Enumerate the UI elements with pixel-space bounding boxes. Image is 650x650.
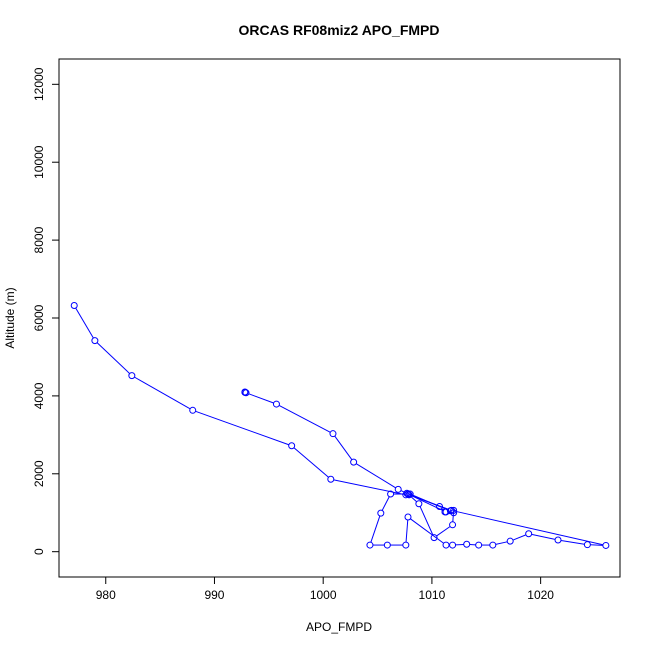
series-segment (370, 515, 381, 543)
series-segment (411, 495, 449, 510)
series-segment (436, 526, 451, 537)
data-point (415, 500, 423, 508)
series-segment (512, 534, 527, 541)
data-point (350, 458, 358, 466)
series-segment (452, 513, 454, 522)
y-tick-label: 8000 (32, 226, 46, 253)
series-segment (419, 506, 434, 536)
series-segment (454, 510, 604, 546)
y-tick-label: 2000 (32, 460, 46, 487)
data-point (329, 430, 337, 438)
series-segment (278, 405, 331, 433)
data-point (189, 406, 197, 414)
series-segment (195, 410, 290, 446)
data-point (450, 506, 458, 514)
y-axis-label: Altitude (m) (3, 287, 17, 348)
plot-frame (58, 58, 621, 578)
data-point (449, 541, 457, 549)
data-point (91, 337, 99, 345)
series-segment (400, 490, 405, 493)
y-tick-label: 12000 (32, 67, 46, 101)
series-segment (410, 518, 444, 544)
data-point (602, 541, 610, 549)
data-point (272, 400, 280, 408)
data-point (463, 540, 471, 548)
series-segment (410, 494, 444, 512)
x-tick-label: 1010 (419, 588, 446, 602)
x-axis: 980 990 1000 1010 1020 (96, 576, 554, 602)
data-point (288, 442, 296, 450)
data-point (450, 509, 458, 517)
data-point (449, 521, 457, 529)
y-tick-label: 10000 (32, 145, 46, 179)
data-point (475, 541, 483, 549)
series-segment (134, 376, 191, 410)
series-segment (381, 496, 390, 511)
data-point (583, 541, 591, 549)
data-point (327, 475, 335, 483)
series-segment (531, 533, 556, 540)
chart-title: ORCAS RF08miz2 APO_FMPD (239, 22, 440, 38)
series-segment (405, 519, 409, 543)
x-axis-label: APO_FMPD (306, 620, 372, 634)
x-tick-label: 1000 (310, 588, 337, 602)
data-point (430, 534, 438, 542)
data-point (525, 530, 533, 538)
data-point (402, 491, 410, 499)
data-point (242, 389, 250, 397)
data-point (394, 485, 402, 493)
series-segment (590, 544, 603, 546)
data-point (442, 541, 450, 549)
series-layer (70, 302, 610, 549)
data-point (554, 536, 562, 544)
data-point (383, 541, 391, 549)
x-tick-label: 980 (96, 588, 116, 602)
series-segment (248, 393, 274, 404)
series-segment (333, 479, 403, 495)
data-point (442, 508, 450, 516)
y-tick-label: 6000 (32, 304, 46, 331)
data-point (366, 541, 374, 549)
series-segment (75, 307, 94, 339)
data-point (387, 490, 395, 498)
series-segment (560, 539, 585, 545)
data-point (377, 509, 385, 517)
series-segment (334, 435, 353, 460)
data-point (402, 541, 410, 549)
data-point (436, 503, 444, 511)
series-segment (293, 447, 329, 478)
series-segment (355, 463, 396, 489)
y-tick-label: 0 (32, 548, 46, 555)
series-segment (495, 541, 508, 545)
y-tick-label: 4000 (32, 382, 46, 409)
x-tick-label: 1020 (527, 588, 554, 602)
series-segment (96, 342, 131, 374)
data-point (489, 541, 497, 549)
data-point (403, 489, 411, 497)
data-point (406, 490, 414, 498)
data-point (405, 491, 413, 499)
y-axis: 0 2000 4000 6000 8000 10000 12000 (32, 67, 60, 555)
data-point (506, 537, 514, 545)
data-point (128, 372, 136, 380)
data-point (404, 513, 412, 521)
data-point (70, 302, 78, 310)
x-tick-label: 990 (204, 588, 224, 602)
